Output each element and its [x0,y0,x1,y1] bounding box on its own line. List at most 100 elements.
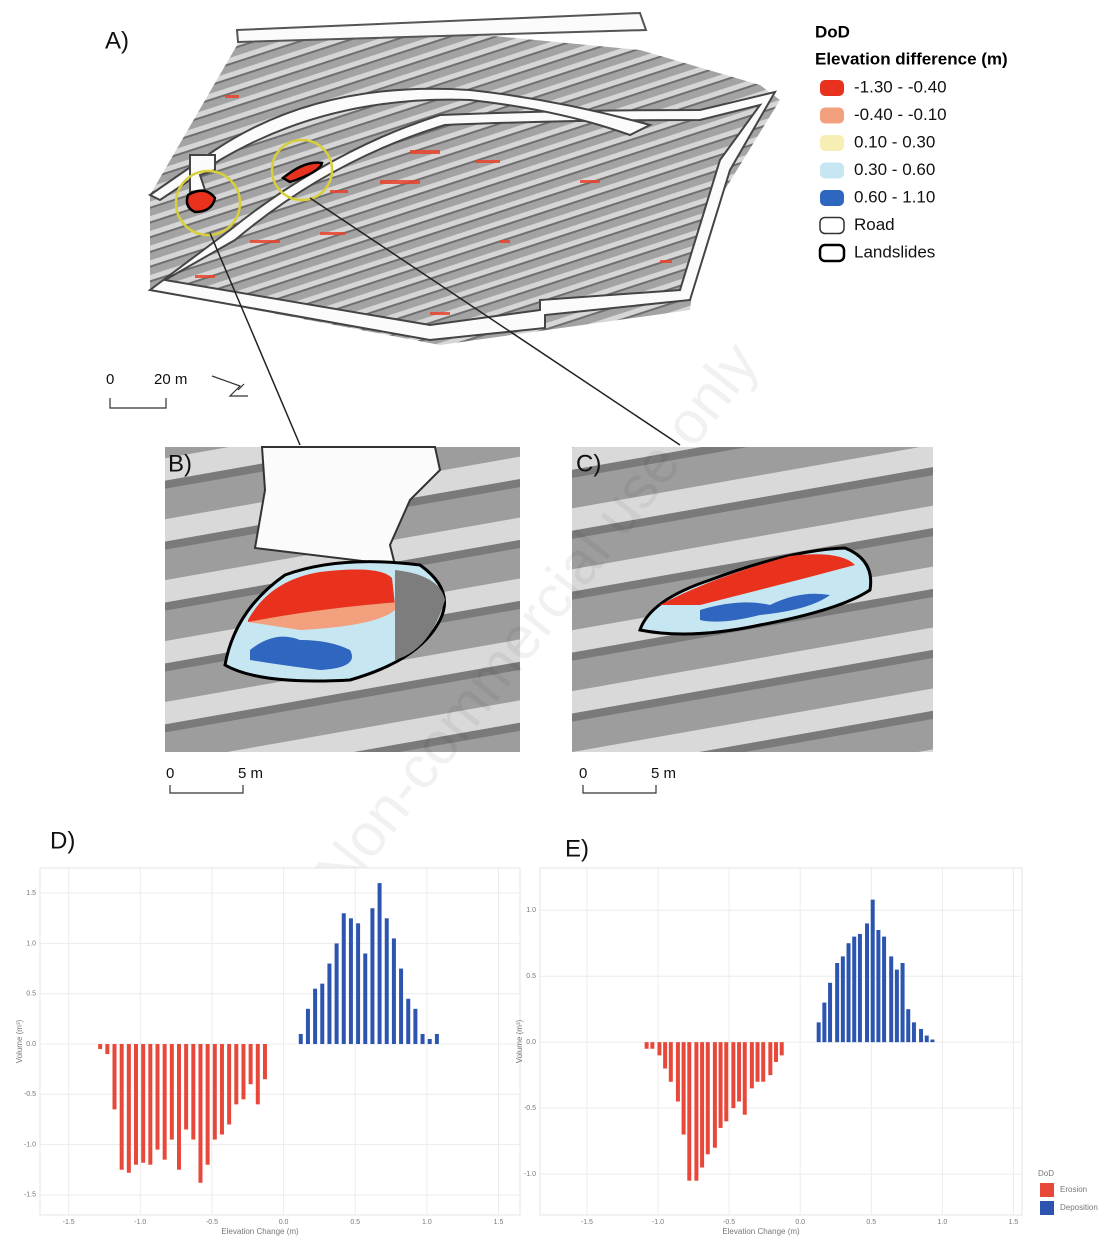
bar [687,1042,691,1181]
bar [170,1044,174,1140]
bar [925,1036,929,1043]
bar [148,1044,152,1165]
scale-bar [583,785,656,793]
panel-label: B) [168,450,192,477]
x-tick-label: 1.5 [494,1219,504,1226]
y-tick-label: -1.5 [24,1192,36,1199]
bar [657,1042,661,1055]
legend-swatch [820,190,844,206]
bar [184,1044,188,1129]
bar [392,938,396,1044]
bar [645,1042,649,1049]
legend-label: 0.10 - 0.30 [854,132,935,151]
bar [768,1042,772,1075]
x-tick-label: -1.0 [134,1219,146,1226]
legend-label: 0.60 - 1.10 [854,187,935,206]
scale-bar [110,398,166,408]
bar [901,963,905,1042]
bar [682,1042,686,1134]
bar [737,1042,741,1101]
bar [835,963,839,1042]
bar [370,908,374,1044]
legend-title: DoD [815,22,850,41]
bar [889,956,893,1042]
x-tick-label: 1.0 [938,1219,948,1226]
bar [847,943,851,1042]
bar [198,1044,202,1183]
bar [895,970,899,1043]
bar [750,1042,754,1088]
bar [743,1042,747,1115]
bar [399,969,403,1044]
bar [406,999,410,1044]
bar [841,956,845,1042]
legend-swatch [1040,1201,1054,1215]
legend-swatch [820,163,844,179]
bar [327,964,331,1044]
figure: A) 0 20 m B) 0 5 m C) 0 5 m DoD Elevatio… [0,0,1103,1240]
bar [706,1042,710,1154]
panel-label: D) [50,827,75,854]
x-axis-label: Elevation Change (m) [722,1227,800,1236]
bar [421,1034,425,1044]
bar [320,984,324,1044]
bar [356,923,360,1044]
scale-zero: 0 [106,371,114,388]
bar [694,1042,698,1181]
bar [220,1044,224,1135]
bar [256,1044,260,1104]
x-tick-label: -1.5 [63,1219,75,1226]
x-tick-label: -0.5 [723,1219,735,1226]
bar [761,1042,765,1082]
legend-swatch [820,245,844,261]
legend-label: -0.40 - -0.10 [854,105,947,124]
legend-label: Deposition [1060,1203,1098,1212]
bar [249,1044,253,1084]
bar [349,918,353,1044]
bar [299,1034,303,1044]
legend-label: 0.30 - 0.60 [854,160,935,179]
bar [141,1044,145,1163]
scale-length: 20 m [154,371,187,388]
legend-label: Road [854,215,895,234]
bar [669,1042,673,1082]
bar [213,1044,217,1140]
y-tick-label: -0.5 [24,1091,36,1098]
bar [378,883,382,1044]
legend-title: DoD [1038,1169,1054,1178]
y-tick-label: -1.0 [24,1141,36,1148]
y-tick-label: 0.0 [26,1041,36,1048]
legend-swatch [1040,1183,1054,1197]
bar [882,937,886,1043]
bar [858,934,862,1042]
bar [306,1009,310,1044]
y-tick-label: -1.0 [524,1171,536,1178]
bar [428,1039,432,1044]
bar [724,1042,728,1121]
bar [817,1022,821,1042]
scale-length: 5 m [238,765,263,782]
y-tick-label: 0.0 [526,1039,536,1046]
bar [120,1044,124,1170]
bar [774,1042,778,1062]
bar [155,1044,159,1150]
bar [676,1042,680,1101]
x-tick-label: 1.0 [422,1219,432,1226]
legend: -1.30 - -0.40 -0.40 - -0.10 0.10 - 0.30 0.3… [820,77,947,261]
x-tick-label: 1.5 [1009,1219,1019,1226]
legend-label: -1.30 - -0.40 [854,77,947,96]
bar [663,1042,667,1068]
x-tick-label: -1.0 [652,1219,664,1226]
bar [313,989,317,1044]
y-tick-label: 1.5 [26,890,36,897]
bar [227,1044,231,1124]
y-tick-label: 0.5 [26,991,36,998]
bar [206,1044,210,1165]
x-tick-label: -0.5 [206,1219,218,1226]
bar [731,1042,735,1108]
bar [413,1009,417,1044]
bar [241,1044,245,1099]
bar [852,937,856,1043]
x-tick-label: 0.0 [795,1219,805,1226]
legend-label: Landslides [854,242,935,261]
